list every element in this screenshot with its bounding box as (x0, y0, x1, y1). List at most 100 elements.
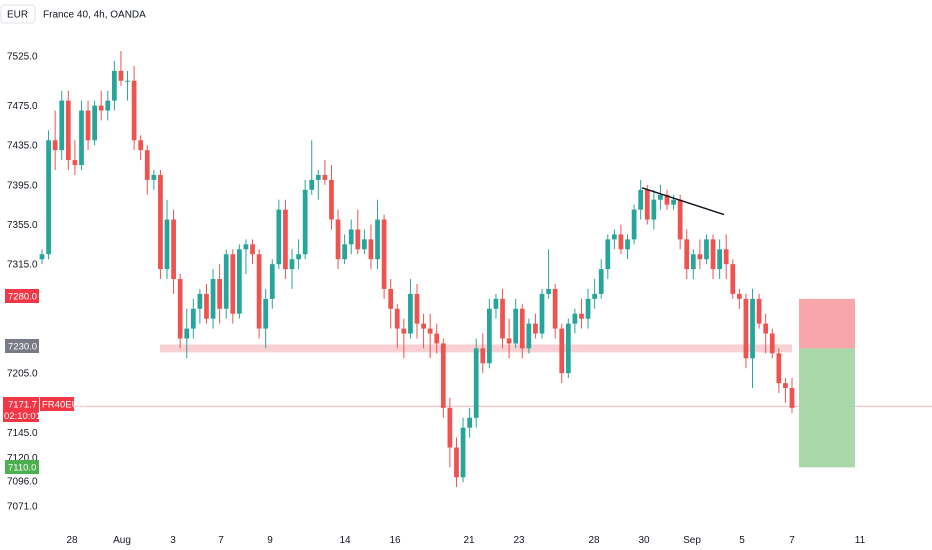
candle-body (500, 298, 505, 339)
candle-body (375, 219, 380, 260)
candle-body (79, 110, 84, 166)
candle-body (164, 219, 170, 270)
candle-body (118, 70, 124, 81)
symbol-badge-label: EUR (7, 10, 28, 21)
x-tick-label: 14 (339, 535, 351, 546)
candle-body (105, 100, 111, 111)
candle-body (230, 254, 236, 314)
x-tick-label: 11 (855, 535, 866, 546)
target-lower-tag-bg (5, 460, 39, 474)
candle-body (737, 293, 742, 299)
candle-body (756, 298, 762, 324)
x-tick-label: 7 (789, 535, 795, 546)
x-tick-label: Sep (683, 535, 701, 546)
candle-body (59, 100, 65, 151)
candle-body (605, 239, 611, 270)
candle-body (237, 249, 242, 314)
candle-body (197, 293, 203, 309)
candle-body (572, 313, 578, 324)
candle-body (171, 219, 176, 280)
y-tick-label: 7435.0 (7, 141, 38, 152)
candle-body (177, 279, 183, 339)
candle-body (309, 179, 315, 190)
candle-body (579, 313, 584, 319)
candle-body (427, 328, 433, 334)
candle-body (677, 199, 683, 240)
candle-body (776, 353, 782, 384)
trendline (641, 187, 725, 216)
candle-body (85, 110, 91, 141)
target-upper-tag: 7280.0 (8, 292, 37, 303)
candle-body (612, 234, 617, 240)
candle-body (39, 254, 45, 260)
candle-body (664, 194, 670, 205)
target-upper-tag-bg (5, 289, 39, 303)
candle-body (539, 293, 545, 334)
candle-body (625, 239, 630, 250)
candle-body (72, 160, 78, 166)
candle-body (138, 140, 144, 151)
symbol-badge[interactable] (0, 4, 36, 24)
candle-body (421, 323, 426, 329)
candle-body (552, 288, 558, 329)
y-tick-label: 7395.0 (7, 180, 38, 191)
time-axis[interactable]: 28 Aug 3 7 9 14 16 21 23 28 30 Sep 5 7 11 (66, 535, 865, 546)
candle-body (585, 298, 591, 319)
price-axis[interactable]: 7525.0 7475.0 7435.0 7395.0 7355.0 7315.0 7205… (7, 52, 38, 513)
x-tick-label: 16 (389, 535, 401, 546)
candle-body (65, 100, 71, 161)
candle-body (92, 105, 97, 141)
candle-body (289, 259, 295, 270)
candle-body (743, 298, 749, 359)
candle-body (783, 383, 788, 389)
candle-body (276, 209, 282, 265)
countdown-tag: 02:10:01 (4, 411, 41, 422)
candle-body (769, 333, 775, 354)
candle-body (559, 328, 565, 374)
candle-body (98, 105, 104, 111)
x-tick-label: 23 (513, 535, 525, 546)
candle-body (533, 323, 538, 334)
y-tick-label: 7096.0 (7, 477, 38, 488)
x-tick-label: 28 (588, 535, 600, 546)
candle-body (335, 219, 341, 260)
candle-body (223, 254, 229, 309)
candle-body (789, 388, 795, 408)
candle-body (546, 288, 551, 294)
candle-body (263, 298, 269, 329)
candle-body (519, 308, 525, 349)
candle-body (302, 189, 308, 255)
x-tick-label: 9 (267, 535, 273, 546)
candle-body (342, 244, 347, 260)
candle-body (315, 174, 321, 180)
x-tick-label: 3 (170, 535, 176, 546)
x-tick-label: Aug (113, 535, 131, 546)
y-tick-label: 7145.0 (7, 428, 38, 439)
risk-zone (799, 298, 855, 349)
candle-body (269, 264, 275, 299)
y-tick-label: 7525.0 (7, 52, 38, 63)
y-tick-label: 7315.0 (7, 260, 38, 271)
candle-body (671, 199, 676, 205)
candle-body (144, 150, 150, 180)
candle-body (618, 234, 624, 250)
candle-body (368, 239, 374, 260)
y-tick-label: 7475.0 (7, 101, 38, 112)
candle-body (388, 288, 394, 309)
drawings (641, 187, 855, 468)
candle-body (460, 427, 466, 478)
x-tick-label: 28 (66, 535, 78, 546)
symbol-tag-bg (40, 397, 74, 411)
chart-title: France 40, 4h, OANDA (43, 10, 146, 21)
candle-body (704, 239, 709, 260)
x-tick-label: 21 (463, 535, 475, 546)
x-tick-label: 7 (218, 535, 224, 546)
current-price-tag-bg (3, 397, 39, 422)
candle-body (348, 229, 354, 245)
entry-tag: 7230.0 (8, 342, 37, 353)
candle-body (131, 80, 137, 141)
candle-body (710, 239, 716, 270)
candle-body (355, 229, 361, 250)
